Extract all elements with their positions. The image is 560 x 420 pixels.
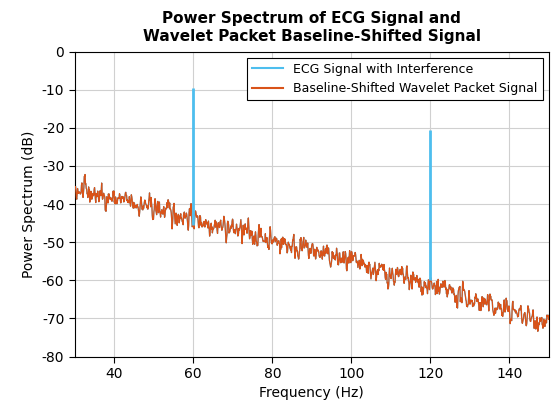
Legend: ECG Signal with Interference, Baseline-Shifted Wavelet Packet Signal: ECG Signal with Interference, Baseline-S… (247, 58, 543, 100)
X-axis label: Frequency (Hz): Frequency (Hz) (259, 386, 364, 401)
Y-axis label: Power Spectrum (dB): Power Spectrum (dB) (22, 130, 36, 278)
Title: Power Spectrum of ECG Signal and
Wavelet Packet Baseline-Shifted Signal: Power Spectrum of ECG Signal and Wavelet… (143, 11, 481, 44)
